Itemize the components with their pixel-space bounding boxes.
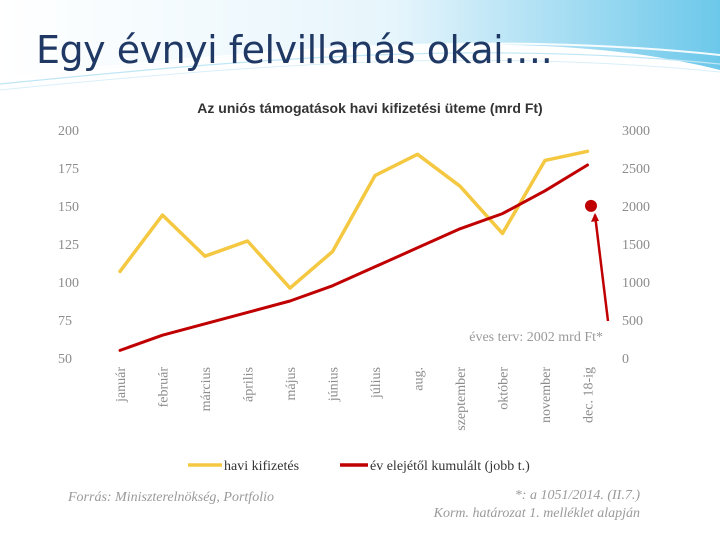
left-axis-tick-label: 175 xyxy=(58,162,79,177)
target-arrow xyxy=(593,214,610,322)
left-axis-tick-label: 75 xyxy=(58,314,72,329)
footnote-line-2: Korm. határozat 1. melléklet alapján xyxy=(433,506,640,521)
x-axis-category-label: szeptember xyxy=(454,367,469,431)
footnote-line-1: *: a 1051/2014. (II.7.) xyxy=(515,488,641,503)
x-axis-category-label: május xyxy=(284,367,299,400)
x-axis-category-label: április xyxy=(242,367,257,402)
left-axis-tick-label: 150 xyxy=(58,200,79,215)
x-axis-category-label: június xyxy=(327,367,342,402)
slide-title: Egy évnyi felvillanás okai…. xyxy=(36,28,553,72)
left-axis-tick-label: 200 xyxy=(58,124,79,139)
x-axis-category-label: január xyxy=(114,367,129,403)
x-axis-category-label: október xyxy=(497,367,512,410)
left-axis-tick-label: 100 xyxy=(58,276,79,291)
legend-label: év elejétől kumulált (jobb t.) xyxy=(370,459,530,474)
target-point xyxy=(585,199,597,212)
right-axis-tick-label: 1000 xyxy=(622,276,650,291)
chart-panel: Az uniós támogatások havi kifizetési üte… xyxy=(50,95,678,525)
x-axis-category-label: július xyxy=(369,367,384,399)
series-line-kumulalt xyxy=(118,163,589,352)
target-label: éves terv: 2002 mrd Ft* xyxy=(469,330,603,345)
left-axis-tick-label: 50 xyxy=(58,352,72,367)
left-axis-tick-label: 125 xyxy=(58,238,79,253)
right-axis-tick-label: 500 xyxy=(622,314,643,329)
right-axis-tick-label: 2500 xyxy=(622,162,650,177)
x-axis-category-label: aug. xyxy=(412,367,427,391)
x-axis-category-label: február xyxy=(157,367,172,408)
legend-label: havi kifizetés xyxy=(224,459,299,474)
right-axis-tick-label: 2000 xyxy=(622,200,650,215)
x-axis-category-label: dec. 18-ig xyxy=(582,367,597,423)
chart: Az uniós támogatások havi kifizetési üte… xyxy=(58,100,650,521)
right-axis-tick-label: 0 xyxy=(622,352,629,367)
source-note: Forrás: Miniszterelnökség, Portfolio xyxy=(67,490,274,505)
x-axis-category-label: november xyxy=(539,367,554,423)
series-line-havi-kifizetes xyxy=(118,149,590,290)
target-arrow-head xyxy=(591,212,599,222)
right-axis-tick-label: 1500 xyxy=(622,238,650,253)
x-axis-category-label: március xyxy=(199,367,214,411)
slide-header-decoration xyxy=(0,0,720,91)
right-axis-tick-label: 3000 xyxy=(622,124,650,139)
chart-title: Az uniós támogatások havi kifizetési üte… xyxy=(197,100,542,116)
